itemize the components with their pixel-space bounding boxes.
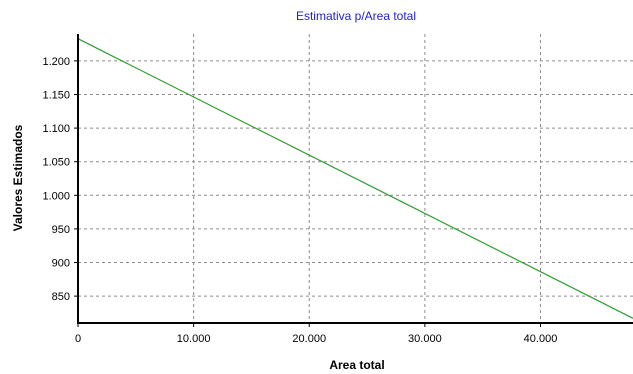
y-ticks: 850 900 950 1.000 1.050 1.100 1.150 1.200 [42, 56, 78, 303]
series-line [77, 38, 633, 319]
series-layer [77, 38, 633, 319]
y-tick-label: 950 [52, 224, 70, 236]
y-tick-label: 1.200 [42, 56, 70, 68]
x-tick-label: 10.000 [177, 333, 211, 345]
grid [78, 34, 633, 323]
y-axis-title: Valores Estimados [11, 124, 25, 231]
x-tick-label: 20.000 [292, 333, 326, 345]
x-tick-label: 40.000 [524, 333, 558, 345]
y-tick-label: 1.100 [42, 123, 70, 135]
chart-title: Estimativa p/Area total [296, 9, 416, 23]
y-tick-label: 1.000 [42, 190, 70, 202]
y-tick-label: 1.150 [42, 89, 70, 101]
y-tick-label: 900 [52, 258, 70, 270]
x-ticks: 0 10.000 20.000 30.000 40.000 [75, 323, 557, 345]
x-tick-label: 0 [75, 333, 81, 345]
y-tick-label: 1.050 [42, 157, 70, 169]
x-tick-label: 30.000 [408, 333, 442, 345]
y-tick-label: 850 [52, 291, 70, 303]
x-axis-title: Area total [329, 358, 384, 372]
